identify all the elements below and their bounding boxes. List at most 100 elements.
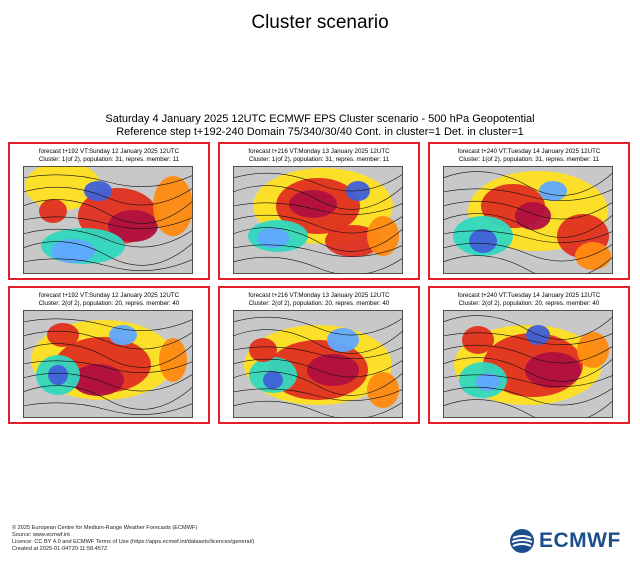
contour-line	[233, 388, 403, 401]
geopotential-map	[23, 166, 193, 274]
cluster-panel[interactable]: forecast t+240 VT:Tuesday 14 January 202…	[428, 286, 630, 424]
anomaly-region	[159, 338, 187, 382]
panel-header: forecast t+240 VT:Tuesday 14 January 202…	[430, 292, 628, 308]
source-text[interactable]: Source: www.ecmwf.int	[12, 532, 70, 538]
contour-line	[23, 318, 193, 331]
cluster-panel[interactable]: forecast t+216 VT:Monday 13 January 2025…	[218, 142, 420, 280]
geopotential-map	[23, 310, 193, 418]
cluster-panel[interactable]: forecast t+240 VT:Tuesday 14 January 202…	[428, 142, 630, 280]
anomaly-region	[577, 332, 609, 368]
contour-line	[443, 242, 613, 262]
panel-forecast-label: forecast t+216 VT:Monday 13 January 2025…	[248, 148, 390, 155]
ecmwf-logo-text: ECMWF	[539, 529, 621, 552]
panel-forecast-label: forecast t+192 VT:Sunday 12 January 2025…	[38, 148, 180, 155]
anomaly-region	[525, 352, 581, 388]
panel-header: forecast t+192 VT:Sunday 12 January 2025…	[10, 148, 208, 164]
panel-forecast-label: forecast t+192 VT:Sunday 12 January 2025…	[38, 292, 180, 299]
contour-line	[233, 202, 403, 215]
contour-line	[443, 374, 613, 387]
map-frame	[443, 310, 613, 418]
panel-cluster-label: Cluster: 1(of 2), population: 31, repres…	[248, 156, 390, 163]
anomaly-region	[462, 326, 494, 354]
map-svg	[233, 166, 403, 274]
anomaly-region	[108, 210, 158, 242]
contour-line	[233, 329, 403, 354]
panel-cluster-label: Cluster: 2(of 2), population: 20, repres…	[458, 300, 600, 307]
map-svg	[233, 310, 403, 418]
cluster-panel[interactable]: forecast t+216 VT:Monday 13 January 2025…	[218, 286, 420, 424]
licence-text[interactable]: Licence: CC BY 4.0 and ECMWF Terms of Us…	[12, 539, 255, 545]
chart-title: Saturday 4 January 2025 12UTC ECMWF EPS …	[0, 113, 640, 139]
contour-line	[443, 332, 613, 345]
anomaly-region	[367, 372, 399, 408]
panel-header: forecast t+216 VT:Monday 13 January 2025…	[220, 292, 418, 308]
contour-line	[233, 172, 403, 192]
contour-line	[23, 258, 193, 271]
cluster-panel[interactable]: forecast t+192 VT:Sunday 12 January 2025…	[8, 142, 210, 280]
contour-line	[233, 400, 403, 418]
contour-line	[443, 200, 613, 220]
panel-cluster-label: Cluster: 1(of 2), population: 31, repres…	[458, 156, 600, 163]
contour-line	[23, 174, 193, 187]
contour-line	[233, 185, 403, 210]
contour-line	[443, 230, 613, 243]
anomaly-region	[153, 176, 193, 236]
contour-line	[23, 186, 193, 206]
contour-line	[233, 214, 403, 234]
footer: © 2025 European Centre for Medium-Range …	[12, 525, 254, 553]
contour-line	[443, 171, 613, 196]
map-frame	[233, 310, 403, 418]
map-svg	[443, 310, 613, 418]
geopotential-map	[443, 310, 613, 418]
map-svg	[23, 166, 193, 274]
anomaly-region	[325, 225, 381, 257]
contour-line	[23, 343, 193, 368]
panel-header: forecast t+240 VT:Tuesday 14 January 202…	[430, 148, 628, 164]
panel-forecast-label: forecast t+216 VT:Monday 13 January 2025…	[248, 292, 390, 299]
anomaly-region	[48, 365, 68, 385]
geopotential-map	[233, 310, 403, 418]
panel-forecast-label: forecast t+240 VT:Tuesday 14 January 202…	[457, 148, 601, 155]
ecmwf-logo[interactable]: ECMWF	[509, 528, 621, 554]
panel-cluster-label: Cluster: 1(of 2), population: 31, repres…	[38, 156, 180, 163]
page-title: Cluster scenario	[251, 12, 389, 33]
map-frame	[233, 166, 403, 274]
anomaly-region	[327, 328, 359, 352]
panel-cluster-label: Cluster: 2(of 2), population: 20, repres…	[248, 300, 390, 307]
contour-line	[233, 256, 403, 274]
anomaly-region	[51, 239, 95, 263]
map-frame	[23, 166, 193, 274]
contour-line	[443, 386, 613, 406]
contour-line	[233, 227, 403, 252]
copyright-text: © 2025 European Centre for Medium-Range …	[12, 525, 198, 531]
geopotential-map	[443, 166, 613, 274]
contour-line	[443, 357, 613, 382]
contour-line	[23, 241, 193, 266]
anomaly-region	[307, 354, 359, 386]
anomaly-region	[539, 181, 567, 201]
anomaly-region	[289, 190, 337, 218]
anomaly-region	[515, 202, 551, 230]
contour-line	[23, 402, 193, 415]
contour-line	[23, 360, 193, 373]
panel-header: forecast t+216 VT:Monday 13 January 2025…	[220, 148, 418, 164]
map-svg	[443, 166, 613, 274]
contour-line	[233, 358, 403, 378]
anomaly-region	[257, 228, 289, 248]
contour-line	[23, 228, 193, 248]
anomaly-region	[367, 216, 399, 256]
contour-line	[443, 344, 613, 364]
anomaly-region	[84, 181, 112, 201]
geopotential-map	[233, 166, 403, 274]
contour-line	[23, 199, 193, 224]
map-svg	[23, 310, 193, 418]
chart-title-line1: Saturday 4 January 2025 12UTC ECMWF EPS …	[105, 113, 535, 125]
contour-line	[23, 216, 193, 229]
contour-line	[23, 372, 193, 392]
anomaly-region	[109, 325, 137, 345]
anomaly-region	[39, 199, 67, 223]
anomaly-region	[476, 373, 500, 391]
map-frame	[443, 166, 613, 274]
ecmwf-globe-icon	[510, 529, 534, 553]
cluster-panel[interactable]: forecast t+192 VT:Sunday 12 January 2025…	[8, 286, 210, 424]
